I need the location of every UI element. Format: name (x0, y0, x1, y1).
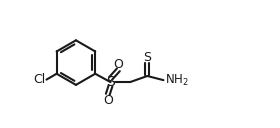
Text: S: S (106, 75, 115, 89)
Text: Cl: Cl (33, 73, 45, 86)
Text: O: O (103, 94, 113, 107)
Text: S: S (143, 51, 151, 63)
Text: NH$_2$: NH$_2$ (165, 73, 189, 88)
Text: O: O (113, 57, 123, 71)
